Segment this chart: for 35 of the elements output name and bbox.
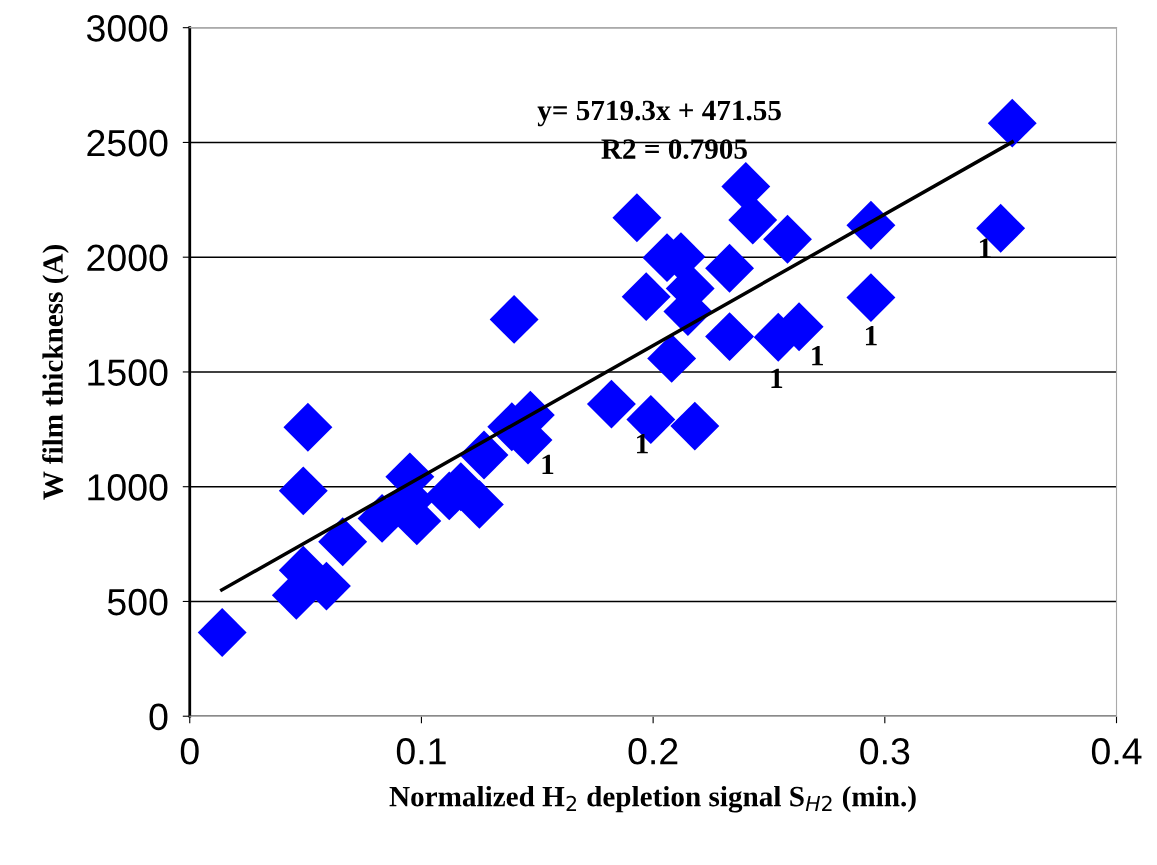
- annotation: y= 5719.3x + 471.55: [537, 100, 781, 127]
- y-tick-label: 1000: [88, 474, 168, 501]
- x-tick-label: 0: [180, 738, 199, 765]
- point: [197, 607, 247, 657]
- point: [987, 98, 1037, 148]
- y-axis-title: W film thickness (A): [42, 245, 69, 500]
- point: [318, 517, 368, 567]
- point: [278, 466, 328, 516]
- annotation: 1: [542, 454, 554, 474]
- point: [705, 243, 755, 293]
- annotation: 1: [637, 434, 648, 454]
- point: [612, 193, 662, 243]
- point: [621, 272, 671, 322]
- annotation: 1: [812, 345, 823, 366]
- annotation: 1: [865, 325, 877, 346]
- y-tick-label: 0: [149, 703, 168, 731]
- annotation: 1: [771, 368, 783, 388]
- x-tick-label: 0.2: [628, 738, 678, 765]
- x-axis-title: Normalized H$_{2}$ depletion signal S$_{H2}$ (min.): [389, 785, 916, 813]
- point: [670, 401, 720, 451]
- y-tick-label: 2000: [87, 244, 168, 272]
- point: [846, 273, 896, 323]
- y-tick-label: 1500: [88, 359, 168, 386]
- x-tick-label: 0.1: [396, 738, 446, 765]
- point: [283, 402, 333, 452]
- point: [489, 294, 539, 344]
- point: [586, 379, 636, 429]
- x-tick-label: 0.3: [860, 738, 910, 765]
- y-tick-label: 3000: [86, 15, 168, 42]
- point: [705, 312, 755, 362]
- x-tick-label: 0.4: [1091, 738, 1142, 765]
- point: [763, 214, 812, 264]
- y-tick-label: 2500: [87, 129, 168, 157]
- y-tick-label: 500: [107, 588, 168, 616]
- point: [647, 333, 697, 383]
